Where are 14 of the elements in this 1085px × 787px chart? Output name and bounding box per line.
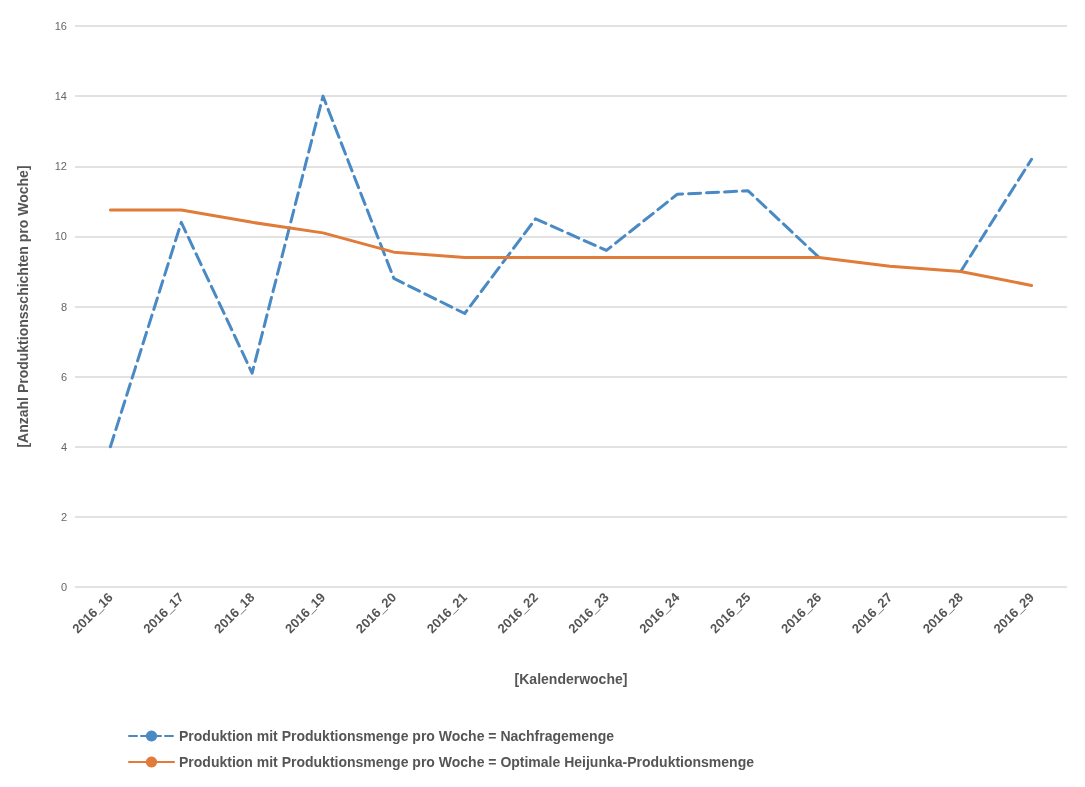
y-tick-label: 0	[60, 581, 67, 593]
legend-label: Produktion mit Produktionsmenge pro Woche = Nachfragemenge	[179, 728, 615, 744]
y-axis-title: [Anzahl Produktionsschichten pro Woche]	[15, 165, 31, 448]
y-tick-label: 12	[54, 160, 67, 173]
x-axis-title: [Kalenderwoche]	[514, 671, 628, 687]
y-tick-label: 10	[54, 230, 67, 243]
line-series	[108, 208, 1034, 287]
y-tick-label: 2	[60, 510, 67, 523]
y-tick-label: 16	[54, 20, 67, 32]
y-tick-label: 4	[60, 440, 67, 453]
y-tick-label: 6	[60, 370, 67, 383]
legend-label: Produktion mit Produktionsmenge pro Woche = Optimale Heijunka-Produktionsmenge	[179, 754, 755, 770]
y-tick-label: 8	[60, 300, 67, 313]
y-tick-label: 14	[54, 90, 67, 103]
